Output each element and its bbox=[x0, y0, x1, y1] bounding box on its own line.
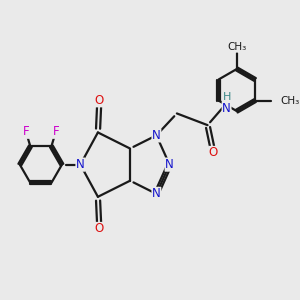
Text: O: O bbox=[95, 94, 104, 107]
Text: CH₃: CH₃ bbox=[227, 42, 246, 52]
Text: O: O bbox=[209, 146, 218, 159]
Text: O: O bbox=[95, 223, 104, 236]
Text: N: N bbox=[152, 129, 161, 142]
Text: F: F bbox=[22, 125, 29, 138]
Text: H: H bbox=[222, 92, 231, 102]
Text: N: N bbox=[152, 188, 161, 200]
Text: N: N bbox=[165, 158, 174, 171]
Text: N: N bbox=[222, 102, 231, 115]
Text: N: N bbox=[76, 158, 85, 171]
Text: F: F bbox=[52, 125, 59, 138]
Text: CH₃: CH₃ bbox=[280, 96, 299, 106]
